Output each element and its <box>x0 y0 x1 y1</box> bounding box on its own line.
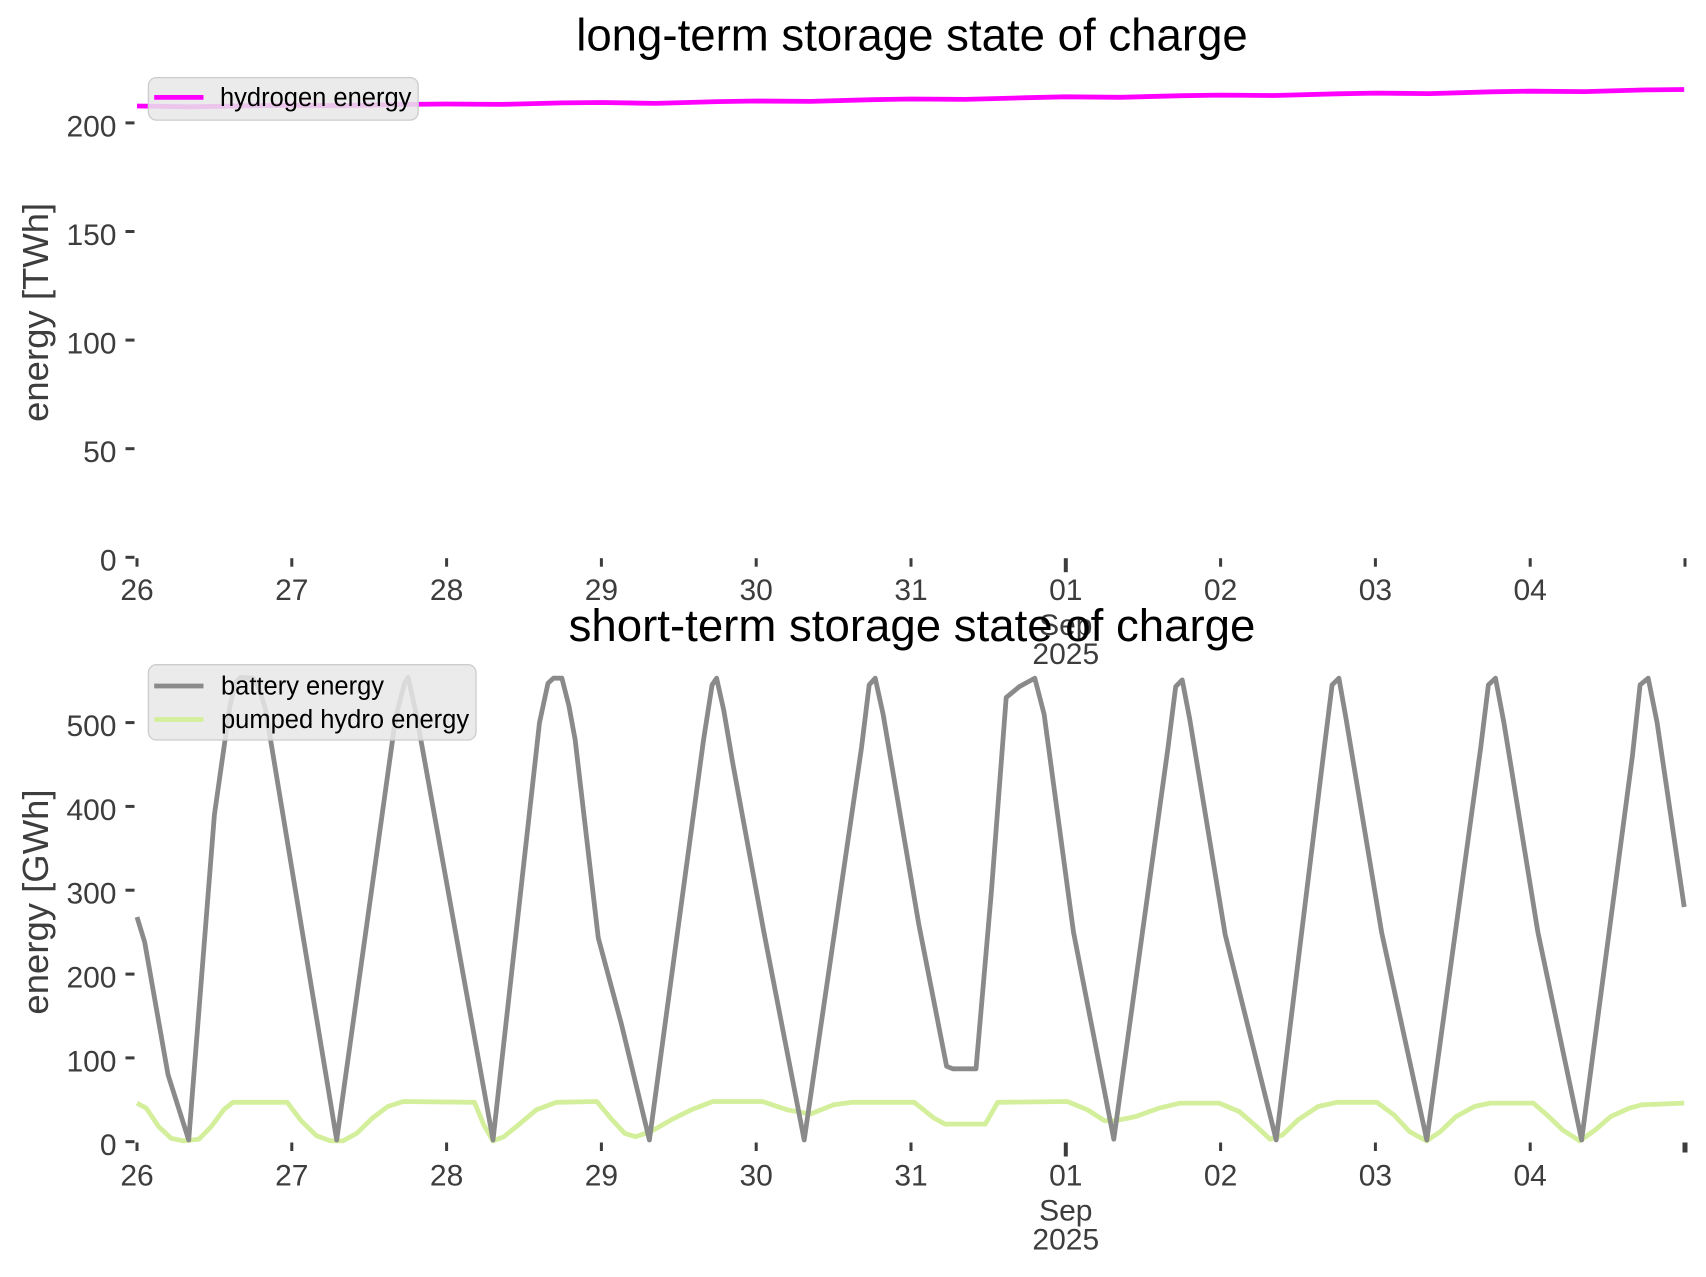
svg-text:01: 01 <box>1049 574 1082 607</box>
svg-text:pumped hydro energy: pumped hydro energy <box>221 706 469 734</box>
svg-text:50: 50 <box>83 436 116 469</box>
svg-text:150: 150 <box>66 219 116 252</box>
svg-text:energy [GWh]: energy [GWh] <box>15 789 56 1014</box>
svg-text:02: 02 <box>1204 574 1237 607</box>
svg-text:0: 0 <box>100 545 117 578</box>
svg-text:200: 200 <box>66 110 116 143</box>
svg-text:04: 04 <box>1514 1159 1547 1192</box>
svg-text:400: 400 <box>66 794 116 827</box>
svg-text:31: 31 <box>894 1159 927 1192</box>
svg-text:energy [TWh]: energy [TWh] <box>15 203 56 422</box>
svg-text:100: 100 <box>66 1045 116 1078</box>
svg-text:200: 200 <box>66 962 116 995</box>
svg-text:29: 29 <box>585 574 618 607</box>
svg-text:28: 28 <box>430 1159 463 1192</box>
svg-text:02: 02 <box>1204 1159 1237 1192</box>
svg-text:Sep: Sep <box>1039 1194 1092 1227</box>
svg-text:03: 03 <box>1359 574 1392 607</box>
svg-text:2025: 2025 <box>1032 638 1099 671</box>
svg-text:battery energy: battery energy <box>221 672 384 700</box>
svg-text:04: 04 <box>1514 574 1547 607</box>
svg-text:27: 27 <box>275 1159 308 1192</box>
svg-text:26: 26 <box>120 1159 153 1192</box>
svg-text:01: 01 <box>1049 1159 1082 1192</box>
svg-text:30: 30 <box>740 574 773 607</box>
svg-text:0: 0 <box>100 1129 117 1162</box>
svg-text:300: 300 <box>66 878 116 911</box>
svg-text:29: 29 <box>585 1159 618 1192</box>
svg-text:100: 100 <box>66 328 116 361</box>
svg-text:2025: 2025 <box>1032 1224 1099 1257</box>
svg-text:27: 27 <box>275 574 308 607</box>
svg-text:500: 500 <box>66 710 116 743</box>
svg-text:03: 03 <box>1359 1159 1392 1192</box>
svg-text:30: 30 <box>740 1159 773 1192</box>
svg-text:Sep: Sep <box>1039 609 1092 642</box>
svg-text:hydrogen energy: hydrogen energy <box>220 84 412 112</box>
svg-text:26: 26 <box>120 574 153 607</box>
svg-text:28: 28 <box>430 574 463 607</box>
svg-text:short-term storage state of ch: short-term storage state of charge <box>569 600 1256 651</box>
svg-text:long-term storage state of cha: long-term storage state of charge <box>576 10 1248 61</box>
svg-text:31: 31 <box>894 574 927 607</box>
